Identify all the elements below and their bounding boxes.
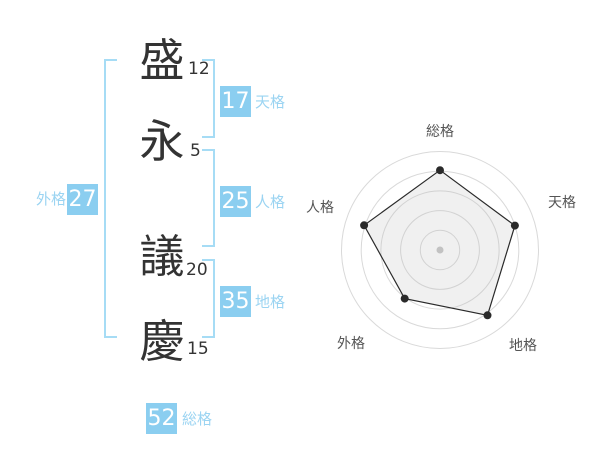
radar-axis-label: 天格	[548, 195, 576, 211]
jinkaku-badge: 25	[220, 186, 251, 217]
jinkaku-bracket	[202, 149, 215, 247]
chikaku-label: 地格	[255, 293, 286, 311]
gaikaku-badge: 27	[67, 184, 98, 215]
jinkaku-label: 人格	[255, 193, 286, 211]
soukaku-badge: 52	[146, 403, 177, 434]
radar-data-polygon	[363, 169, 516, 316]
gaikaku-label: 外格	[36, 190, 67, 208]
gaikaku-bracket	[104, 59, 117, 338]
stroke-count-3: 20	[186, 260, 208, 280]
radar-data-point	[400, 294, 409, 303]
radar-grid-ring	[400, 210, 480, 290]
chikaku-bracket	[202, 259, 215, 338]
radar-data-point	[483, 311, 492, 320]
chikaku-badge: 35	[220, 286, 251, 317]
radar-grid-ring	[419, 229, 461, 271]
tenkaku-bracket	[202, 59, 215, 138]
radar-grid-ring	[380, 190, 500, 310]
name-character-2: 永	[139, 115, 185, 168]
tenkaku-badge: 17	[220, 86, 251, 117]
name-character-4: 慶	[139, 315, 185, 368]
soukaku-label: 総格	[182, 410, 213, 428]
name-character-1: 盛	[139, 34, 185, 87]
stroke-count-2: 5	[190, 141, 201, 161]
radar-data-point	[510, 221, 519, 230]
radar-grid-ring	[341, 151, 539, 349]
radar-center-dot	[436, 246, 444, 254]
radar-data-point	[436, 166, 444, 175]
stroke-count-4: 15	[187, 339, 209, 359]
tenkaku-label: 天格	[255, 93, 286, 111]
name-character-3: 議	[139, 230, 185, 283]
radar-axis-label: 地格	[509, 338, 537, 354]
radar-axis-label: 人格	[306, 200, 334, 216]
radar-data-point	[360, 221, 369, 230]
radar-axis-label: 総格	[426, 124, 454, 140]
stroke-count-1: 12	[188, 59, 210, 79]
radar-axis-label: 外格	[337, 336, 365, 352]
